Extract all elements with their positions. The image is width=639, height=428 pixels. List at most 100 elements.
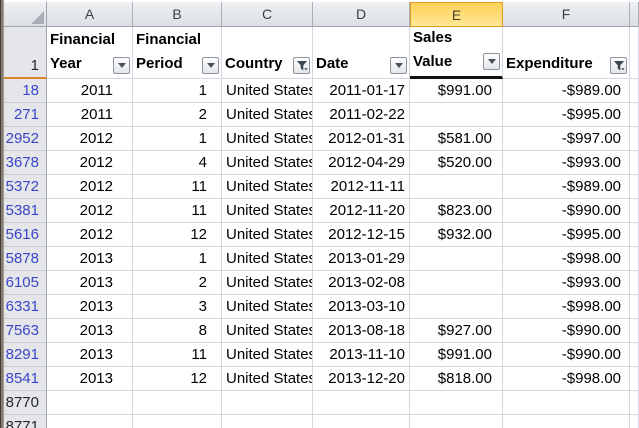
cell-date[interactable]: 2013-08-18 — [313, 319, 410, 343]
cell-financial-period[interactable]: 1 — [133, 247, 222, 271]
cell-sales-value[interactable] — [410, 175, 503, 199]
cell-financial-year[interactable]: 2012 — [47, 127, 133, 151]
cell-expenditure[interactable]: -$995.00 — [503, 103, 630, 127]
cell-country[interactable]: United States — [222, 319, 313, 343]
cell-date[interactable]: 2012-01-31 — [313, 127, 410, 151]
row-number[interactable]: 8770 — [4, 391, 47, 415]
cell-blank[interactable] — [630, 247, 639, 271]
cell-date[interactable]: 2011-01-17 — [313, 79, 410, 103]
column-header-a[interactable]: A — [47, 2, 133, 27]
filter-dropdown-button[interactable] — [113, 57, 130, 74]
cell-b1-financial-period-header[interactable]: Financial Period — [133, 27, 222, 79]
cell-financial-period[interactable]: 11 — [133, 175, 222, 199]
cell-expenditure[interactable]: -$990.00 — [503, 343, 630, 367]
select-all-corner[interactable] — [4, 2, 47, 27]
cell-date[interactable] — [313, 391, 410, 415]
cell-country[interactable]: United States — [222, 151, 313, 175]
row-number[interactable]: 2952 — [4, 127, 47, 151]
cell-country[interactable]: United States — [222, 127, 313, 151]
cell-country[interactable]: United States — [222, 79, 313, 103]
row-number[interactable]: 1 — [4, 27, 47, 79]
cell-expenditure[interactable]: -$990.00 — [503, 199, 630, 223]
cell-expenditure[interactable] — [503, 391, 630, 415]
cell-financial-year[interactable]: 2012 — [47, 199, 133, 223]
cell-blank[interactable] — [630, 175, 639, 199]
cell-date[interactable]: 2011-02-22 — [313, 103, 410, 127]
cell-financial-year[interactable]: 2013 — [47, 271, 133, 295]
row-number[interactable]: 3678 — [4, 151, 47, 175]
cell-sales-value[interactable]: $991.00 — [410, 79, 503, 103]
cell-blank[interactable] — [630, 127, 639, 151]
cell-date[interactable]: 2013-03-10 — [313, 295, 410, 319]
cell-blank[interactable] — [630, 79, 639, 103]
cell-sales-value[interactable]: $823.00 — [410, 199, 503, 223]
column-header-f[interactable]: F — [503, 2, 630, 27]
cell-financial-year[interactable]: 2013 — [47, 295, 133, 319]
filter-dropdown-button[interactable] — [483, 53, 500, 70]
cell-blank[interactable] — [630, 103, 639, 127]
cell-sales-value[interactable] — [410, 271, 503, 295]
cell-financial-year[interactable]: 2012 — [47, 223, 133, 247]
cell-country[interactable]: United States — [222, 223, 313, 247]
cell-country[interactable]: United States — [222, 199, 313, 223]
cell-blank[interactable] — [630, 343, 639, 367]
cell-financial-year[interactable] — [47, 391, 133, 415]
cell-date[interactable]: 2012-12-15 — [313, 223, 410, 247]
filter-active-button[interactable] — [610, 57, 627, 74]
cell-sales-value[interactable]: $581.00 — [410, 127, 503, 151]
cell-date[interactable]: 2013-11-10 — [313, 343, 410, 367]
cell-a1-financial-year-header[interactable]: Financial Year — [47, 27, 133, 79]
filter-active-button[interactable] — [293, 57, 310, 74]
cell-date[interactable]: 2013-01-29 — [313, 247, 410, 271]
cell-blank[interactable] — [630, 199, 639, 223]
cell-sales-value[interactable] — [410, 247, 503, 271]
cell-expenditure[interactable]: -$990.00 — [503, 319, 630, 343]
cell-date[interactable]: 2012-11-11 — [313, 175, 410, 199]
cell-g1-blank[interactable] — [630, 27, 639, 79]
cell-country[interactable]: United States — [222, 103, 313, 127]
cell-sales-value[interactable] — [410, 391, 503, 415]
cell-country[interactable]: United States — [222, 247, 313, 271]
row-number[interactable]: 8771 — [4, 415, 47, 428]
row-number[interactable]: 6331 — [4, 295, 47, 319]
cell-financial-period[interactable]: 1 — [133, 79, 222, 103]
row-number[interactable]: 271 — [4, 103, 47, 127]
cell-date[interactable]: 2012-04-29 — [313, 151, 410, 175]
cell-financial-period[interactable]: 2 — [133, 271, 222, 295]
cell-blank[interactable] — [630, 319, 639, 343]
cell-f1-expenditure-header[interactable]: Expenditure — [503, 27, 630, 79]
cell-sales-value[interactable]: $818.00 — [410, 367, 503, 391]
cell-sales-value[interactable]: $520.00 — [410, 151, 503, 175]
cell-blank[interactable] — [630, 295, 639, 319]
cell-financial-year[interactable]: 2012 — [47, 175, 133, 199]
cell-c1-country-header[interactable]: Country — [222, 27, 313, 79]
cell-sales-value[interactable]: $927.00 — [410, 319, 503, 343]
cell-financial-year[interactable]: 2011 — [47, 79, 133, 103]
cell-blank[interactable] — [630, 223, 639, 247]
cell-country[interactable] — [222, 415, 313, 428]
cell-sales-value[interactable] — [410, 415, 503, 428]
cell-date[interactable] — [313, 415, 410, 428]
cell-financial-period[interactable]: 11 — [133, 199, 222, 223]
column-header-b[interactable]: B — [133, 2, 222, 27]
cell-blank[interactable] — [630, 367, 639, 391]
cell-financial-period[interactable]: 2 — [133, 103, 222, 127]
cell-financial-year[interactable]: 2013 — [47, 367, 133, 391]
cell-expenditure[interactable]: -$998.00 — [503, 367, 630, 391]
cell-financial-year[interactable]: 2013 — [47, 319, 133, 343]
cell-financial-year[interactable]: 2013 — [47, 247, 133, 271]
cell-country[interactable]: United States — [222, 295, 313, 319]
row-number[interactable]: 5616 — [4, 223, 47, 247]
cell-blank[interactable] — [630, 415, 639, 428]
cell-expenditure[interactable]: -$995.00 — [503, 223, 630, 247]
cell-financial-period[interactable]: 3 — [133, 295, 222, 319]
cell-expenditure[interactable]: -$993.00 — [503, 271, 630, 295]
cell-sales-value[interactable] — [410, 103, 503, 127]
row-number[interactable]: 5372 — [4, 175, 47, 199]
cell-expenditure[interactable]: -$997.00 — [503, 127, 630, 151]
column-header-e-selected[interactable]: E — [410, 2, 503, 27]
cell-expenditure[interactable]: -$998.00 — [503, 247, 630, 271]
cell-financial-period[interactable] — [133, 415, 222, 428]
cell-country[interactable] — [222, 391, 313, 415]
cell-financial-period[interactable]: 1 — [133, 127, 222, 151]
